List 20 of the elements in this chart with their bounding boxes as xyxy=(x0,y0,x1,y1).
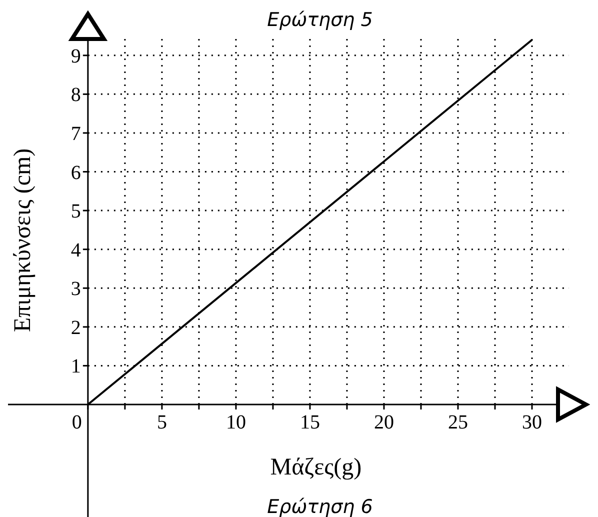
y-tick-label: 7 xyxy=(70,122,81,145)
x-tick-label: 0 xyxy=(72,412,82,434)
y-tick-label: 9 xyxy=(70,45,81,68)
x-tick-label: 20 xyxy=(374,412,394,434)
x-tick-label: 15 xyxy=(300,412,320,434)
y-tick-label: 2 xyxy=(70,316,81,339)
x-tick-label: 25 xyxy=(448,412,468,434)
y-tick-label: 4 xyxy=(70,239,81,262)
x-tick-label: 10 xyxy=(226,412,246,434)
chart-title: Ερώτηση 5 xyxy=(267,9,373,31)
y-tick-label: 5 xyxy=(70,200,81,223)
annotation: Ερώτηση 6 xyxy=(267,496,373,517)
x-axis-title: Μάζες(g) xyxy=(270,454,362,481)
x-tick-label: 30 xyxy=(522,412,542,434)
y-tick-label: 3 xyxy=(70,278,81,300)
y-tick-label: 8 xyxy=(70,84,81,106)
x-tick-label: 5 xyxy=(156,412,167,434)
y-tick-label: 1 xyxy=(70,356,81,378)
y-axis-title: Επιμηκύνσεις (cm) xyxy=(10,148,36,332)
y-tick-label: 6 xyxy=(70,162,81,184)
